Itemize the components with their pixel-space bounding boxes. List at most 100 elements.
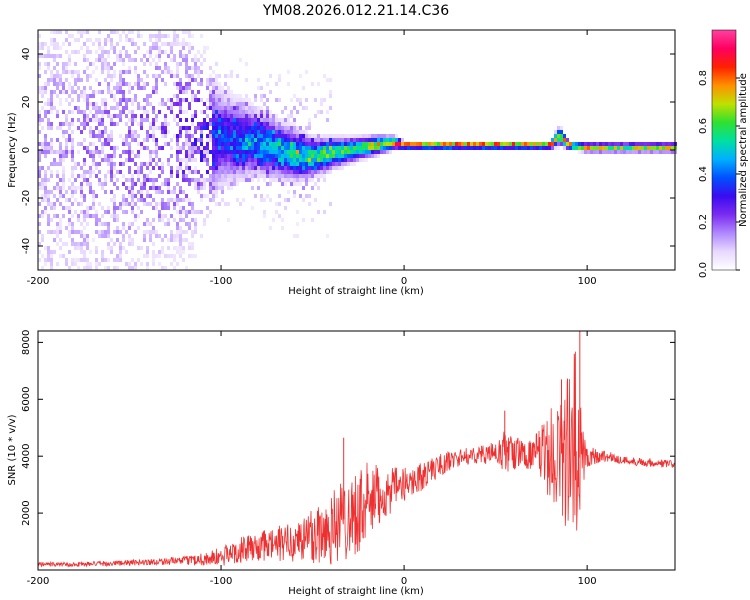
heatmap-cell (143, 54, 146, 58)
heatmap-cell (59, 190, 62, 194)
heatmap-cell (143, 106, 146, 110)
heatmap-cell (197, 138, 200, 142)
heatmap-cell (290, 130, 293, 134)
heatmap-cell (128, 118, 131, 122)
heatmap-cell (302, 146, 305, 150)
heatmap-cell (80, 258, 83, 262)
heatmap-cell (353, 142, 356, 146)
heatmap-cell (83, 178, 86, 182)
heatmap-cell (65, 206, 68, 210)
heatmap-cell (59, 142, 62, 146)
heatmap-cell (227, 126, 230, 130)
heatmap-cell (65, 66, 68, 70)
heatmap-cell (275, 122, 278, 126)
heatmap-cell (455, 142, 458, 146)
heatmap-cell (188, 138, 191, 142)
heatmap-cell (332, 138, 335, 142)
heatmap-cell (179, 166, 182, 170)
heatmap-cell (551, 146, 554, 150)
heatmap-cell (491, 142, 494, 146)
heatmap-cell (284, 150, 287, 154)
heatmap-cell (194, 58, 197, 62)
heatmap-cell (95, 230, 98, 234)
heatmap-cell (155, 138, 158, 142)
heatmap-cell (53, 106, 56, 110)
heatmap-cell (107, 210, 110, 214)
heatmap-cell (65, 226, 68, 230)
heatmap-cell (215, 174, 218, 178)
heatmap-cell (56, 30, 59, 34)
heatmap-cell (296, 134, 299, 138)
heatmap-cell (278, 202, 281, 206)
heatmap-cell (251, 186, 254, 190)
heatmap-cell (215, 150, 218, 154)
heatmap-cell (287, 178, 290, 182)
heatmap-cell (161, 122, 164, 126)
heatmap-cell (125, 50, 128, 54)
heatmap-cell (44, 114, 47, 118)
heatmap-cell (281, 166, 284, 170)
heatmap-cell (92, 62, 95, 66)
heatmap-cell (221, 110, 224, 114)
heatmap-cell (134, 70, 137, 74)
heatmap-cell (68, 230, 71, 234)
heatmap-cell (68, 126, 71, 130)
heatmap-cell (137, 102, 140, 106)
heatmap-cell (209, 198, 212, 202)
heatmap-cell (467, 142, 470, 146)
heatmap-cell (278, 118, 281, 122)
heatmap-cell (107, 142, 110, 146)
heatmap-cell (485, 146, 488, 150)
heatmap-cell (182, 86, 185, 90)
heatmap-cell (143, 222, 146, 226)
heatmap-cell (326, 150, 329, 154)
heatmap-cell (104, 38, 107, 42)
heatmap-cell (350, 158, 353, 162)
heatmap-cell (365, 142, 368, 146)
heatmap-cell (227, 98, 230, 102)
heatmap-cell (200, 82, 203, 86)
heatmap-cell (107, 242, 110, 246)
heatmap-cell (155, 78, 158, 82)
heatmap-cell (404, 142, 407, 146)
heatmap-cell (131, 206, 134, 210)
heatmap-cell (47, 66, 50, 70)
heatmap-cell (302, 198, 305, 202)
heatmap-cell (227, 130, 230, 134)
heatmap-cell (122, 238, 125, 242)
heatmap-cell (164, 126, 167, 130)
heatmap-cell (278, 194, 281, 198)
heatmap-cell (101, 150, 104, 154)
heatmap-cell (155, 154, 158, 158)
heatmap-cell (212, 110, 215, 114)
heatmap-cell (194, 158, 197, 162)
heatmap-cell (149, 54, 152, 58)
heatmap-cell (602, 150, 605, 154)
heatmap-cell (146, 174, 149, 178)
heatmap-cell (251, 170, 254, 174)
heatmap-cell (122, 82, 125, 86)
heatmap-cell (86, 78, 89, 82)
heatmap-cell (191, 246, 194, 250)
heatmap-cell (443, 146, 446, 150)
heatmap-cell (38, 114, 41, 118)
heatmap-cell (176, 230, 179, 234)
heatmap-cell (212, 142, 215, 146)
heatmap-cell (233, 158, 236, 162)
colorbar: 0.00.20.40.60.8 Normalized spectral ampl… (698, 29, 749, 278)
heatmap-cell (113, 198, 116, 202)
heatmap-cell (56, 86, 59, 90)
heatmap-cell (131, 266, 134, 270)
heatmap-cell (227, 158, 230, 162)
heatmap-cell (629, 142, 632, 146)
heatmap-cell (221, 90, 224, 94)
heatmap-cell (317, 158, 320, 162)
heatmap-cell (212, 122, 215, 126)
heatmap-cell (176, 250, 179, 254)
heatmap-cell (176, 238, 179, 242)
heatmap-cell (185, 158, 188, 162)
heatmap-cell (62, 166, 65, 170)
heatmap-cell (134, 98, 137, 102)
heatmap-cell (278, 74, 281, 78)
heatmap-cell (122, 110, 125, 114)
